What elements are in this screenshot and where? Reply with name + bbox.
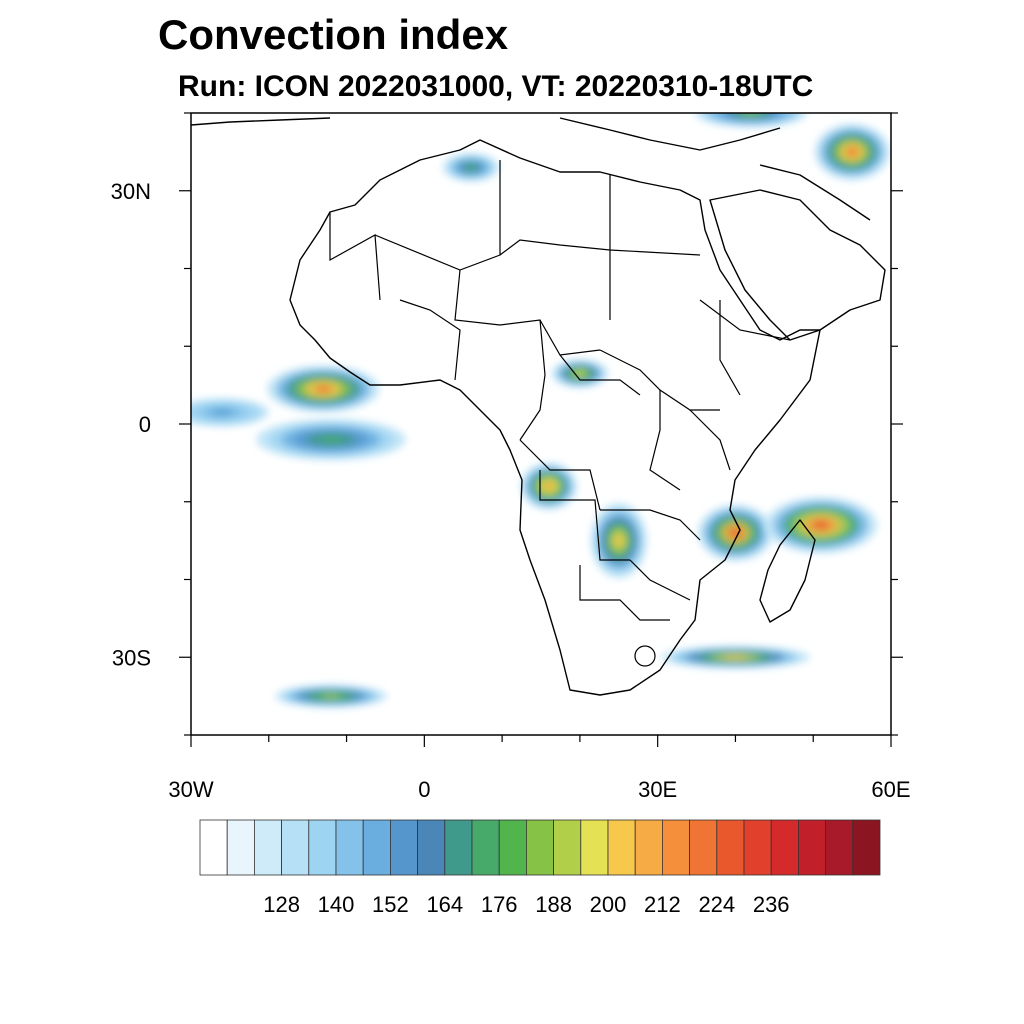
convection-contour — [313, 385, 333, 393]
convection-contour — [544, 482, 554, 491]
convection-contour — [321, 694, 341, 698]
colorbar — [199, 819, 881, 876]
colorbar-swatch — [852, 819, 881, 876]
colorbar-tick-label: 164 — [426, 892, 463, 917]
chart-title: Convection index — [158, 11, 509, 58]
convection-cell — [814, 123, 890, 180]
colorbar-swatch — [770, 819, 799, 876]
colorbar-tick-label: 200 — [590, 892, 627, 917]
colorbar-swatch — [308, 819, 337, 876]
colorbar-swatch — [716, 819, 745, 876]
convection-cell — [660, 646, 811, 669]
colorbar-swatch — [226, 819, 255, 876]
convection-contour — [811, 520, 831, 530]
colorbar-swatch — [798, 819, 827, 876]
coastlines — [191, 117, 886, 696]
colorbar-swatch — [743, 819, 772, 876]
lat-tick-label: 30S — [112, 645, 151, 670]
convection-cell — [191, 398, 269, 427]
lon-tick-label: 30E — [638, 777, 677, 802]
lon-tick-label: 0 — [418, 777, 430, 802]
colorbar-swatch — [417, 819, 446, 876]
colorbar-swatch — [362, 819, 391, 876]
lon-tick-label: 60E — [871, 777, 910, 802]
axis-ticks — [179, 112, 903, 747]
colorbar-tick-label: 176 — [481, 892, 518, 917]
convection-contour — [729, 528, 742, 538]
colorbar-tick-label: 128 — [263, 892, 300, 917]
colorbar-swatch — [199, 819, 228, 876]
lat-tick-label: 0 — [139, 412, 151, 437]
convection-cell — [256, 419, 406, 461]
convection-cell — [443, 153, 499, 182]
convection-cell — [590, 503, 647, 578]
colorbar-tick-label: 152 — [372, 892, 409, 917]
convection-cell — [275, 684, 387, 708]
convection-cell — [520, 462, 577, 510]
convection-contour — [214, 410, 230, 415]
lat-tick-label: 30N — [111, 179, 151, 204]
convection-cell — [765, 497, 877, 554]
colorbar-swatch — [689, 819, 718, 876]
colorbar-swatch — [281, 819, 310, 876]
convection-cell — [551, 359, 608, 388]
colorbar-swatch — [498, 819, 527, 876]
colorbar-tick-label: 224 — [698, 892, 735, 917]
convection-contour — [318, 436, 344, 443]
axis-tick-labels: 30N 0 30S 30W 0 30E 60E — [111, 179, 911, 802]
country-borders — [329, 160, 791, 667]
convection-contour — [614, 534, 624, 547]
colorbar-labels: 128 140 152 164 176 188 200 212 224 236 — [263, 892, 789, 917]
colorbar-swatch — [471, 819, 500, 876]
chart-subtitle: Run: ICON 2022031000, VT: 20220310-18UTC — [178, 70, 814, 103]
convection-contour — [466, 165, 476, 170]
lon-tick-label: 30W — [168, 777, 213, 802]
colorbar-swatch — [253, 819, 282, 876]
colorbar-swatch — [389, 819, 418, 876]
colorbar-swatch — [553, 819, 582, 876]
convection-contour — [575, 371, 585, 376]
colorbar-swatch — [634, 819, 663, 876]
colorbar-tick-label: 188 — [535, 892, 572, 917]
colorbar-tick-label: 236 — [753, 892, 790, 917]
convection-contour — [723, 655, 748, 660]
convection-cell — [695, 113, 807, 127]
colorbar-swatch — [526, 819, 555, 876]
convection-cell — [698, 504, 773, 561]
colorbar-swatch — [662, 819, 691, 876]
colorbar-swatch — [607, 819, 636, 876]
convection-cell — [267, 365, 380, 413]
colorbar-swatch — [335, 819, 364, 876]
colorbar-tick-label: 212 — [644, 892, 681, 917]
colorbar-tick-label: 140 — [318, 892, 355, 917]
colorbar-swatch — [580, 819, 609, 876]
convection-contour — [845, 147, 859, 157]
convection-field — [191, 113, 890, 708]
colorbar-swatch — [444, 819, 473, 876]
colorbar-swatch — [825, 819, 854, 876]
